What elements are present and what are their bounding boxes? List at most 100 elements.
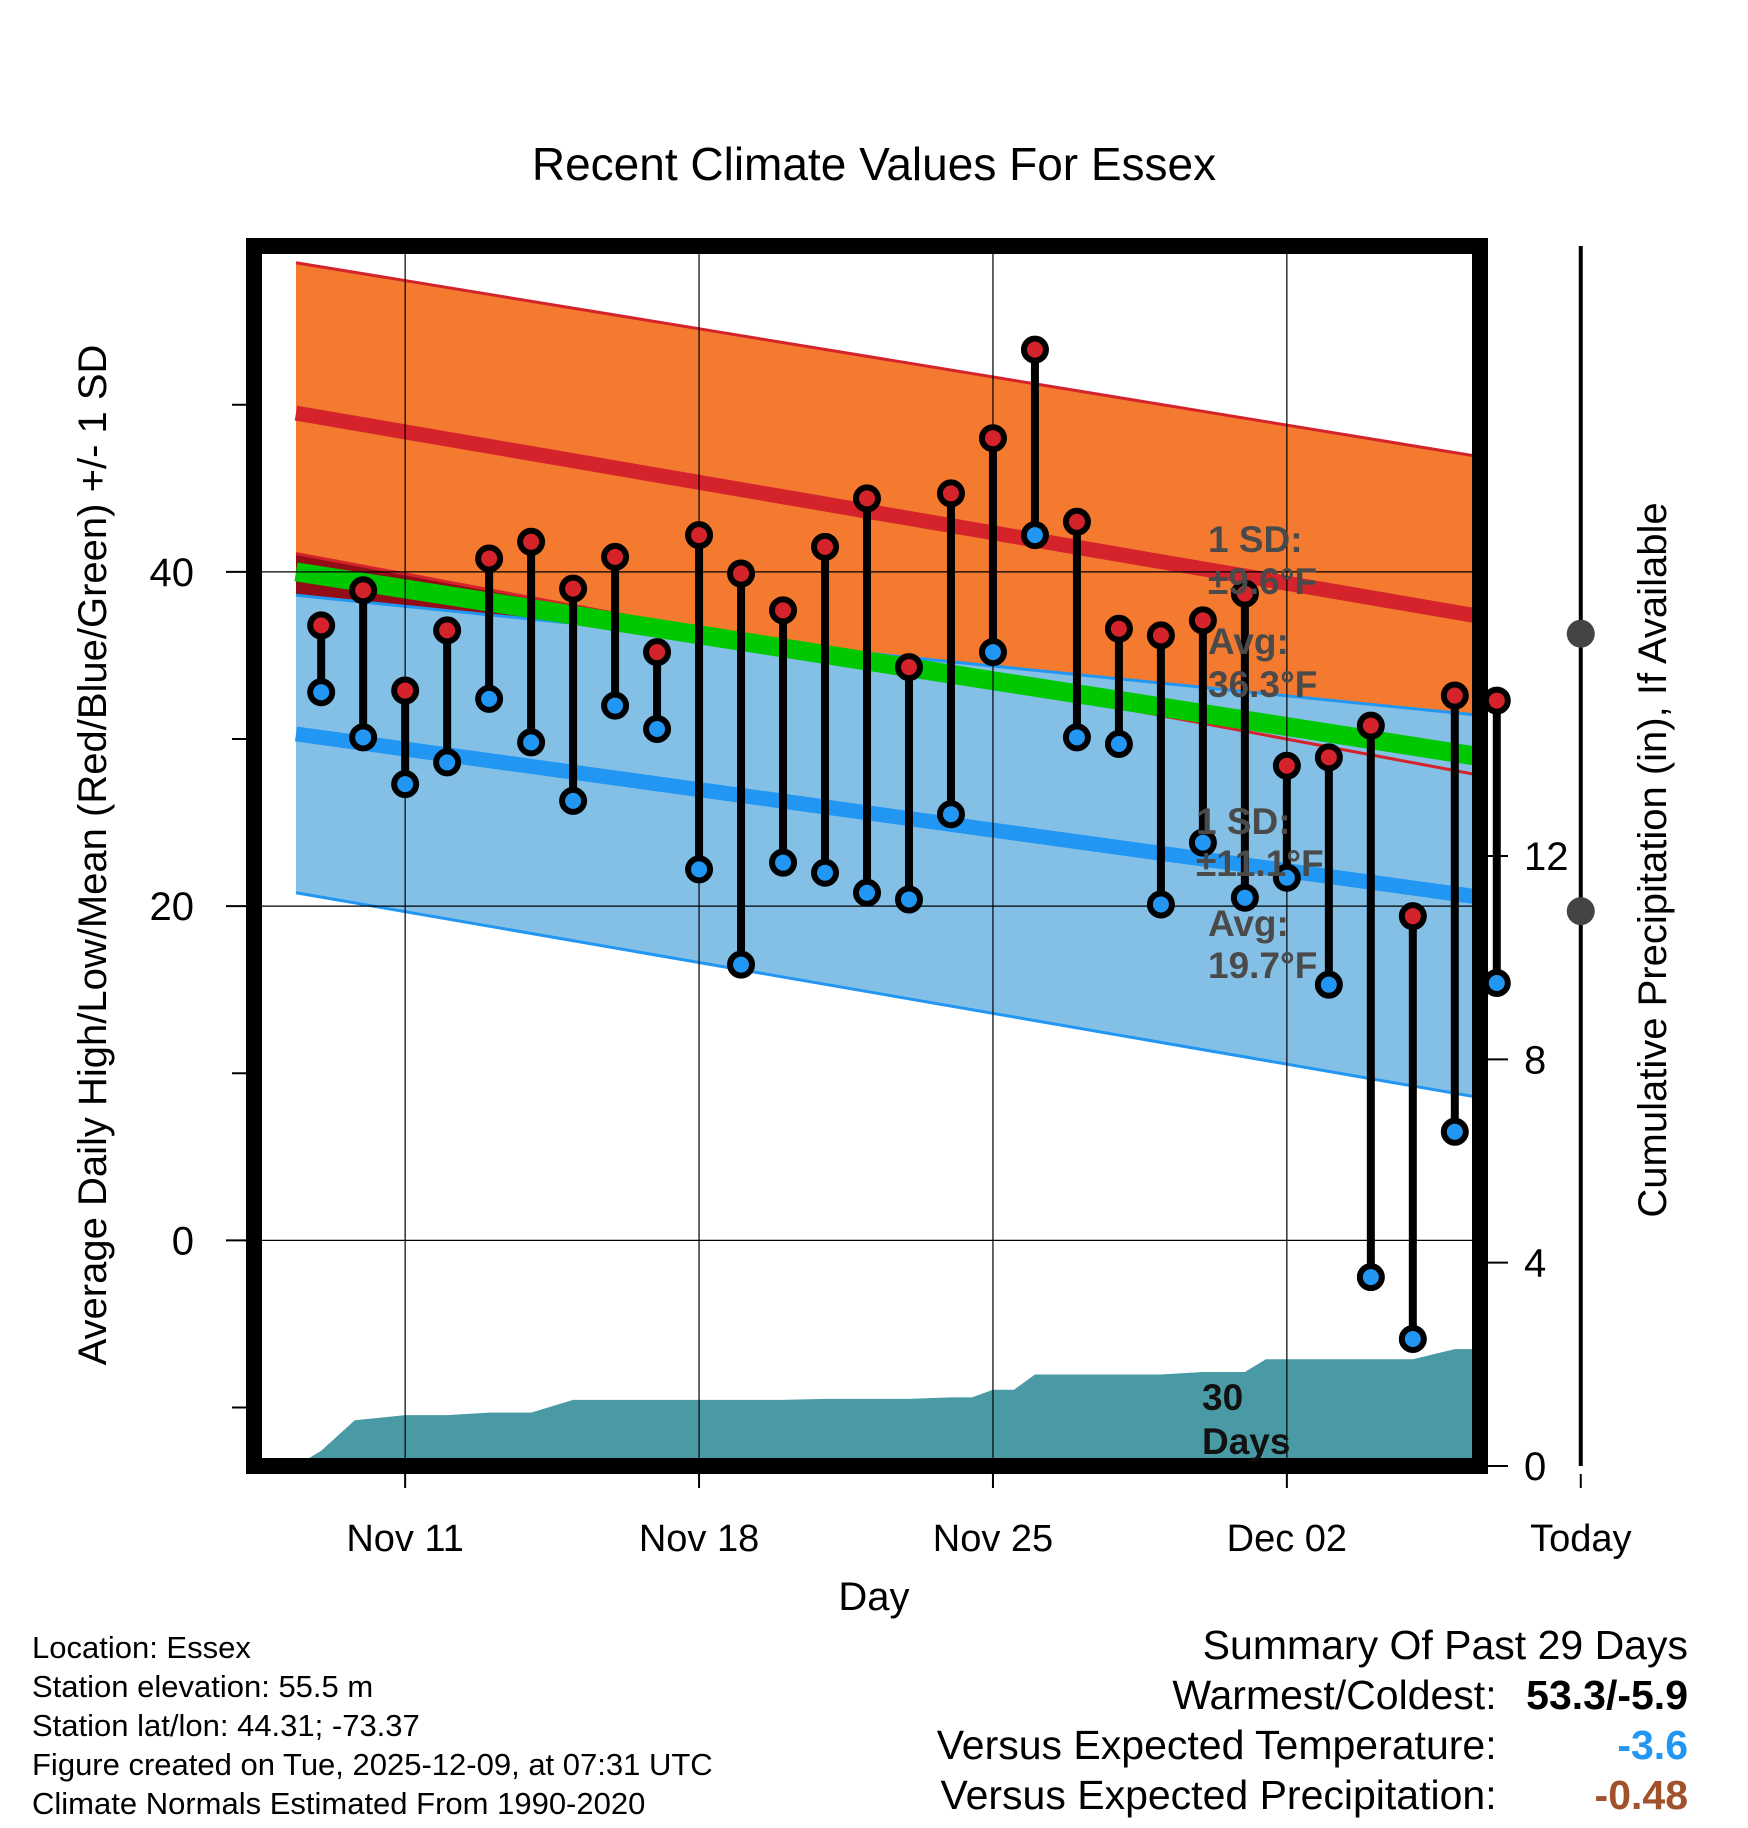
precip-area: [254, 1349, 1480, 1466]
observed-low-point: [1020, 521, 1049, 550]
observed-high-point: [894, 653, 923, 682]
high-avg-title: Avg:: [1208, 621, 1289, 662]
observed-high-point: [1104, 614, 1133, 643]
summary-temp-row: Versus Expected Temperature: -3.6: [937, 1720, 1688, 1770]
y-tick-label: 20: [150, 885, 195, 929]
low-avg-title: Avg:: [1208, 903, 1289, 944]
observed-low-point: [853, 878, 881, 907]
observed-low-point: [433, 748, 462, 777]
observed-high-point: [1062, 507, 1091, 536]
observed-low-point: [1398, 1324, 1427, 1353]
observed-high-point: [811, 532, 840, 561]
temp-label: Versus Expected Temperature:: [936, 1722, 1497, 1768]
summary-panel: Summary Of Past 29 Days Warmest/Coldest:…: [937, 1620, 1688, 1820]
observations: [307, 246, 1595, 1466]
high-annotation: 1 SD: ±9.6°F Avg: 36.3°F: [1208, 519, 1317, 705]
y2-tick-label: 12: [1524, 835, 1569, 879]
observed-high-point: [1356, 711, 1385, 740]
observed-high-point: [1020, 335, 1049, 364]
observed-high-point: [727, 559, 756, 588]
observed-low-point: [475, 684, 504, 713]
observed-high-point: [517, 527, 546, 556]
summary-title: Summary Of Past 29 Days: [1202, 1622, 1688, 1668]
observed-low-point: [1230, 883, 1259, 912]
observed-high-point: [349, 576, 378, 605]
high-avg-value: 36.3°F: [1208, 664, 1317, 705]
observed-high-point: [1188, 606, 1217, 635]
observed-high-point: [769, 596, 798, 625]
low-annotation: 1 SD: ±11.1°F Avg: 19.7°F: [1196, 801, 1324, 986]
days-annotation: 30 Days: [1202, 1377, 1290, 1462]
high-sd-title: 1 SD:: [1208, 519, 1303, 560]
observed-low-point: [643, 714, 672, 743]
low-avg-value: 19.7°F: [1208, 945, 1317, 986]
x-tick-label: Nov 25: [933, 1518, 1053, 1560]
observed-low-point: [1104, 730, 1133, 759]
observed-low-point: [769, 848, 798, 877]
observed-low-point: [1188, 828, 1217, 857]
avg-mean-line: [294, 562, 1480, 767]
y-axis-label: Average Daily High/Low/Mean (Red/Blue/Gr…: [71, 345, 115, 1366]
observed-low-point: [936, 800, 965, 829]
created-text: Figure created on Tue, 2025-12-09, at 07…: [32, 1747, 713, 1782]
temp-value: -3.6: [1617, 1722, 1688, 1768]
precip-value: -0.48: [1594, 1772, 1688, 1818]
latlon-text: Station lat/lon: 44.31; -73.37: [32, 1708, 420, 1743]
high-sd-value: ±9.6°F: [1208, 561, 1317, 602]
low-sd-title: 1 SD:: [1196, 801, 1291, 842]
observed-low-point: [307, 678, 336, 707]
x-axis-label: Day: [838, 1575, 909, 1619]
observed-low-point: [811, 858, 840, 887]
high-upper-line: [295, 261, 1480, 459]
warmest-label: Warmest/Coldest:: [1172, 1672, 1497, 1718]
low-mean-line: [294, 726, 1480, 905]
observed-high-point: [1482, 686, 1511, 715]
observed-high-point: [1272, 751, 1301, 780]
plot-area: [254, 261, 1480, 1466]
observed-low-point: [1482, 969, 1511, 998]
observed-high-point: [433, 616, 462, 645]
climate-chart: Recent Climate Values For Essex Nov 11 No…: [71, 138, 1675, 1619]
observed-high-point: [1230, 579, 1259, 608]
low-lower-line: [295, 891, 1480, 1100]
days-count: 30: [1202, 1377, 1243, 1418]
observed-high-point: [1146, 621, 1175, 650]
observed-low-point: [978, 638, 1007, 667]
y-tick-label: 0: [172, 1219, 194, 1263]
warmest-value: 53.3/-5.9: [1526, 1672, 1688, 1718]
observed-high-point: [307, 611, 336, 640]
observed-low-point: [1356, 1263, 1385, 1292]
x-tick-label: Dec 02: [1227, 1518, 1347, 1560]
observed-low-point: [1272, 863, 1301, 892]
observed-low-point: [1440, 1117, 1469, 1146]
observed-high-point: [853, 484, 881, 513]
observed-high-point: [1440, 681, 1469, 710]
observed-high-point: [1314, 743, 1343, 772]
y-tick-label: 40: [150, 551, 195, 595]
observed-high-point: [643, 638, 672, 667]
observed-high-point: [475, 544, 504, 573]
high-mean-line: [294, 405, 1480, 625]
observed-low-point: [894, 885, 923, 914]
x-tick-label: Nov 18: [639, 1518, 759, 1560]
observed-low-point: [1146, 890, 1175, 919]
observed-low-point: [1062, 723, 1091, 752]
observed-high-point: [1398, 902, 1427, 931]
observed-high-point: [601, 542, 630, 571]
summary-precip-row: Versus Expected Precipitation: -0.48: [937, 1770, 1689, 1820]
days-word: Days: [1202, 1421, 1290, 1462]
precip-label: Versus Expected Precipitation:: [940, 1772, 1497, 1818]
observed-high-point: [559, 574, 588, 603]
observed-high-point: [936, 479, 965, 508]
chart-title: Recent Climate Values For Essex: [532, 138, 1216, 190]
y2-tick-label: 4: [1524, 1242, 1546, 1286]
y2-axis-label: Cumulative Precipitation (in), If Availa…: [1631, 502, 1675, 1217]
observed-low-point: [685, 855, 714, 884]
observed-low-point: [601, 691, 630, 720]
observed-high-point: [978, 424, 1007, 453]
observed-low-point: [391, 770, 420, 799]
today-high-avg-marker: [1566, 619, 1595, 648]
summary-warmest-row: Warmest/Coldest: 53.3/-5.9: [937, 1670, 1688, 1720]
x-tick-label: Today: [1530, 1518, 1631, 1560]
